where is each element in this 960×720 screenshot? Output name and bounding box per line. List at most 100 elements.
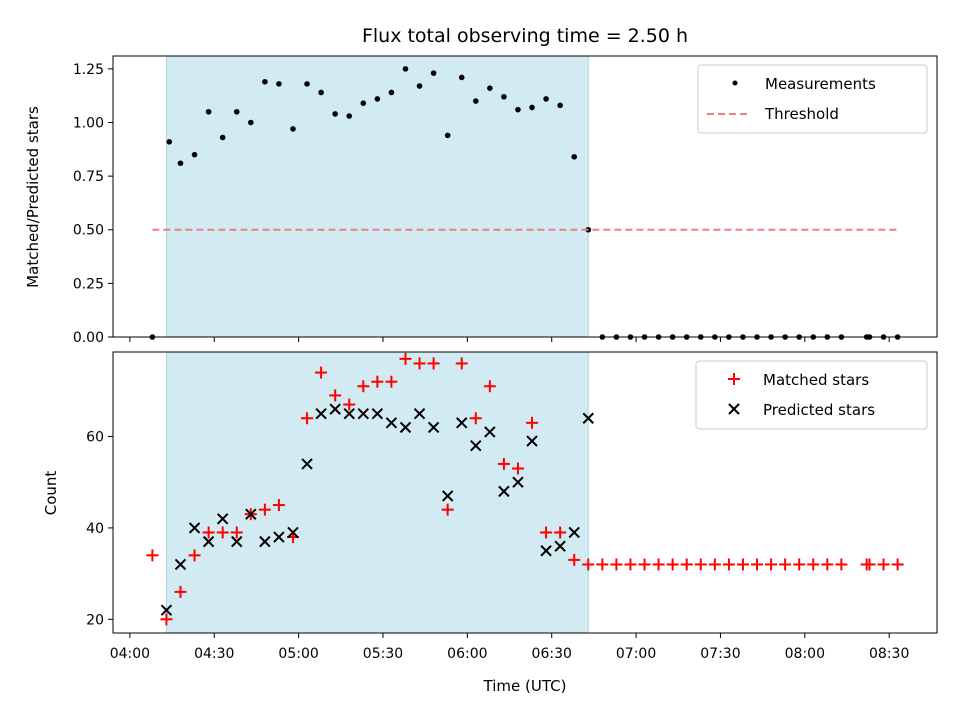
bottom-y-axis-label: Count — [42, 471, 60, 516]
predicted-star-point — [216, 513, 229, 525]
measurement-point — [402, 66, 409, 72]
predicted-star-point — [385, 417, 398, 429]
predicted-star-point — [343, 407, 355, 420]
measurement-point — [177, 160, 184, 167]
legend-matched-marker — [728, 373, 740, 385]
bot-y-tick-label: 40 — [86, 521, 104, 537]
x-tick-label: 07:00 — [616, 646, 656, 662]
matched-star-point — [497, 457, 510, 470]
bot-y-tick-label: 60 — [86, 430, 104, 446]
measurement-point — [166, 139, 173, 145]
matched-star-point — [202, 526, 215, 539]
measurement-point — [458, 74, 465, 81]
measurement-point — [374, 96, 381, 102]
matched-star-point — [807, 558, 820, 571]
x-tick-label: 04:00 — [110, 646, 150, 662]
matched-star-point — [891, 558, 904, 571]
top-axes-frame — [112, 55, 938, 338]
predicted-star-point — [202, 535, 215, 548]
measurement-point — [318, 89, 324, 96]
measurement-point — [346, 113, 353, 119]
x-tick-label: 05:30 — [363, 646, 403, 662]
predicted-star-point — [456, 417, 468, 429]
x-tick-label: 08:00 — [785, 646, 825, 662]
measurement-point — [304, 81, 310, 87]
measurement-point — [529, 104, 535, 111]
bot-y-tick-label: 20 — [86, 612, 104, 628]
matched-star-point — [751, 558, 764, 571]
matched-star-point — [441, 503, 454, 516]
matched-star-point — [877, 558, 890, 571]
matched-star-point — [188, 549, 201, 562]
x-tick-label: 05:00 — [278, 646, 318, 662]
matched-star-point — [708, 558, 721, 571]
measurement-point — [205, 108, 212, 115]
legend-matched-label: Matched stars — [763, 371, 869, 389]
matched-star-point — [610, 558, 623, 571]
measurement-point — [543, 96, 549, 102]
matched-star-point — [680, 558, 693, 571]
predicted-star-point — [273, 531, 285, 543]
measurement-point — [430, 70, 437, 76]
top-y-tick-label: 1.00 — [73, 115, 104, 131]
measurement-point — [191, 151, 198, 158]
legend-predicted-label: Predicted stars — [763, 401, 875, 419]
predicted-star-point — [427, 421, 440, 434]
top-y-tick-label: 1.25 — [73, 62, 104, 78]
predicted-star-point — [357, 407, 370, 420]
predicted-star-point — [231, 535, 243, 548]
predicted-star-point — [413, 407, 426, 420]
measurement-point — [416, 83, 423, 89]
x-tick-label: 04:30 — [194, 646, 234, 662]
matched-star-point — [582, 558, 595, 571]
matched-star-point — [216, 526, 229, 539]
predicted-star-point — [287, 526, 299, 539]
matched-star-point — [821, 558, 834, 571]
measurement-point — [360, 100, 367, 106]
predicted-star-point — [582, 412, 594, 424]
legend-threshold-label: Threshold — [764, 105, 839, 123]
measurement-point — [290, 126, 296, 132]
top-observing-span — [165, 55, 589, 338]
predicted-star-point — [371, 407, 384, 420]
matched-star-point — [638, 558, 651, 571]
predicted-star-point — [301, 458, 313, 470]
matched-star-point — [413, 357, 426, 370]
matched-star-point — [511, 462, 524, 475]
measurement-point — [388, 89, 395, 96]
predicted-star-point — [188, 522, 201, 534]
bot-observing-span — [165, 351, 589, 634]
top-y-tick-label: 0.75 — [73, 169, 104, 185]
x-tick-label: 06:30 — [532, 646, 572, 662]
top-y-tick-label: 0.50 — [73, 223, 104, 239]
bottom-panel: 04:00 04:30 05:00 05:30 06:00 06:30 07:00 07:30… — [42, 351, 938, 695]
matched-star-point — [835, 558, 848, 571]
predicted-star-point — [259, 535, 271, 548]
measurement-point — [571, 154, 578, 160]
x-tick-label: 07:30 — [700, 646, 740, 662]
predicted-star-point — [315, 407, 327, 420]
matched-star-point — [427, 357, 440, 370]
matched-star-point — [469, 412, 482, 425]
predicted-star-point — [174, 558, 187, 571]
matched-star-point — [652, 558, 665, 571]
measurement-point — [487, 85, 493, 91]
measurement-point — [262, 78, 268, 85]
top-panel: 0.00 0.25 0.50 0.75 1.00 1.25 Matched/Predict… — [24, 55, 938, 346]
predicted-star-point — [329, 403, 341, 415]
measurement-point — [472, 98, 479, 104]
matched-star-point — [568, 553, 581, 566]
matched-star-point — [160, 613, 173, 626]
matched-star-point — [343, 398, 356, 411]
measurement-point — [276, 81, 282, 87]
legend-measurements-marker — [732, 80, 738, 86]
matched-star-point — [315, 366, 328, 379]
matched-star-point — [722, 558, 735, 571]
x-tick-label: 06:00 — [447, 646, 487, 662]
matched-star-point — [371, 375, 384, 388]
predicted-star-point — [554, 540, 566, 552]
predicted-star-point — [484, 426, 496, 438]
matched-star-point — [357, 380, 370, 393]
matched-star-point — [779, 558, 792, 571]
